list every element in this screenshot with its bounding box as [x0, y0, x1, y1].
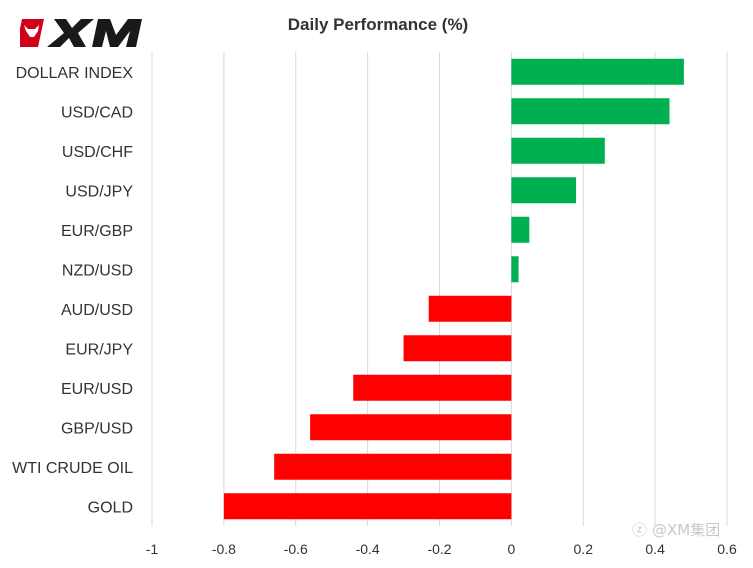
bar-group — [223, 58, 684, 520]
x-tick-label: -0.2 — [427, 541, 451, 557]
x-tick-label: -1 — [146, 541, 159, 557]
bar — [511, 216, 530, 243]
category-labels: DOLLAR INDEX USD/CAD USD/CHF USD/JPY EUR/GBP… — [12, 65, 133, 517]
x-tick-label: 0.6 — [717, 541, 737, 557]
x-tick-labels: -1 -0.8 -0.6 -0.4 -0.2 0 0.2 0.4 0.6 — [146, 541, 737, 557]
category-label: AUD/USD — [61, 302, 133, 319]
watermark: ⓩ @XM集团 — [632, 521, 720, 539]
category-label: GBP/USD — [61, 420, 133, 437]
category-label: EUR/JPY — [65, 341, 133, 358]
category-label: NZD/USD — [62, 262, 133, 279]
bar — [274, 453, 512, 480]
x-tick-label: -0.4 — [356, 541, 380, 557]
x-tick-label: 0 — [507, 541, 515, 557]
bar — [353, 374, 512, 401]
bar — [511, 177, 577, 204]
category-label: EUR/USD — [61, 381, 133, 398]
bar — [403, 335, 512, 362]
bar — [428, 295, 512, 322]
bar — [511, 58, 684, 85]
x-tick-label: 0.2 — [574, 541, 594, 557]
chart-title: Daily Performance (%) — [288, 15, 468, 34]
gridlines — [151, 52, 728, 526]
category-label: USD/CHF — [62, 144, 133, 161]
bar — [511, 256, 519, 283]
x-tick-label: -0.8 — [212, 541, 236, 557]
x-tick-label: -0.6 — [284, 541, 308, 557]
category-label: GOLD — [88, 499, 133, 516]
watermark-text: @XM集团 — [652, 521, 720, 539]
bar — [511, 98, 670, 125]
x-tick-label: 0.4 — [645, 541, 665, 557]
category-label: USD/CAD — [61, 104, 133, 121]
category-label: USD/JPY — [65, 183, 133, 200]
category-label: DOLLAR INDEX — [16, 65, 134, 82]
bar — [310, 414, 512, 441]
watermark-zhihu-icon: ⓩ — [632, 521, 647, 539]
bar — [511, 137, 605, 164]
category-label: EUR/GBP — [61, 223, 133, 240]
xm-bull-logo-icon — [16, 19, 142, 47]
category-label: WTI CRUDE OIL — [12, 460, 133, 477]
xm-logo — [16, 13, 150, 51]
bar — [223, 493, 512, 520]
